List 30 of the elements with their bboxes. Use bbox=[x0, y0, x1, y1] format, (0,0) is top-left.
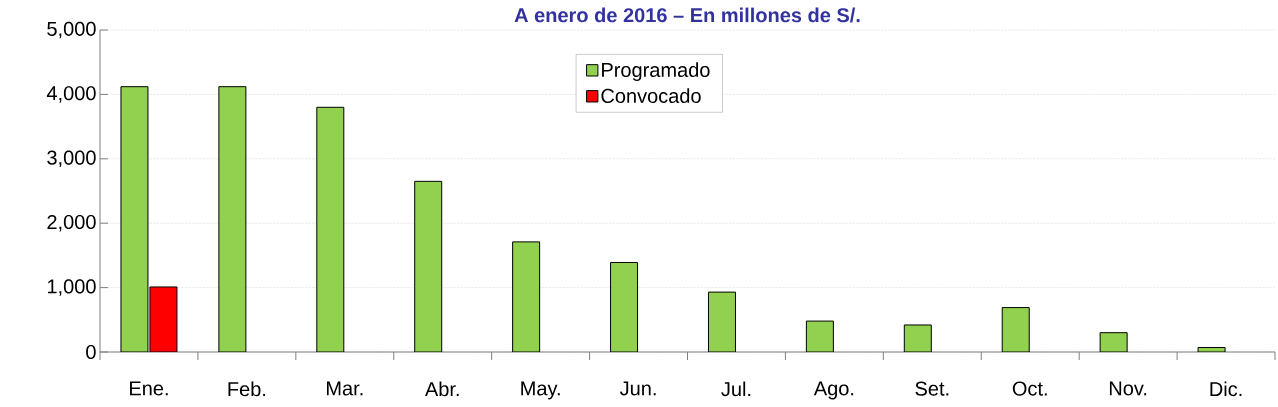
bar bbox=[610, 261, 639, 352]
y-tick-label: 0 bbox=[86, 344, 96, 360]
x-tick-label: May. bbox=[521, 381, 560, 400]
bar bbox=[414, 180, 443, 352]
chart-title: A enero de 2016 – En millones de S/. bbox=[514, 7, 860, 23]
x-tick-label: Set. bbox=[915, 381, 949, 396]
x-tick-label: Abr. bbox=[424, 381, 459, 397]
y-tick-label: 5,000 bbox=[47, 21, 96, 39]
y-tick-label: 1,000 bbox=[47, 279, 96, 296]
x-tick-label: Jun. bbox=[619, 381, 656, 396]
x-tick-label: Jul. bbox=[721, 381, 751, 397]
bar bbox=[316, 106, 345, 352]
x-tick-label: Oct. bbox=[1012, 381, 1047, 396]
bar bbox=[805, 320, 834, 352]
x-tick-label: Mar. bbox=[326, 381, 363, 396]
y-tick-label: 2,000 bbox=[47, 214, 96, 232]
bar bbox=[120, 86, 149, 352]
legend-label: Programado bbox=[602, 62, 710, 81]
x-tick-label: Ene. bbox=[130, 381, 168, 396]
bar bbox=[218, 86, 247, 352]
x-tick-label: Feb. bbox=[228, 381, 266, 397]
bar bbox=[512, 241, 541, 352]
y-tick-label: 3,000 bbox=[47, 150, 96, 168]
x-tick-label: Dic. bbox=[1210, 381, 1242, 397]
x-tick-label: Nov. bbox=[1109, 381, 1147, 396]
x-tick-label: Ago. bbox=[813, 381, 854, 400]
bar bbox=[1001, 307, 1030, 352]
bar bbox=[707, 291, 736, 352]
y-tick-label: 4,000 bbox=[46, 86, 96, 103]
legend-label: Convocado bbox=[601, 88, 701, 104]
